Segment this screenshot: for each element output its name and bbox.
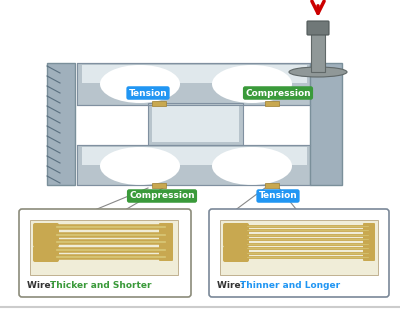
Bar — [310, 63, 342, 185]
Bar — [148, 103, 243, 145]
Bar — [82, 65, 307, 83]
Polygon shape — [77, 63, 310, 105]
Ellipse shape — [212, 65, 292, 103]
Bar — [30, 220, 178, 275]
FancyBboxPatch shape — [33, 223, 59, 247]
FancyBboxPatch shape — [223, 223, 249, 247]
Bar — [265, 183, 279, 188]
Bar — [47, 63, 75, 185]
Bar — [152, 101, 166, 106]
Bar — [82, 147, 307, 165]
Bar — [265, 101, 279, 106]
FancyBboxPatch shape — [223, 246, 249, 262]
Text: Tension: Tension — [129, 88, 167, 98]
Text: Wire:: Wire: — [217, 281, 247, 290]
Polygon shape — [77, 145, 310, 185]
Text: Wire:: Wire: — [27, 281, 57, 290]
Text: Compression: Compression — [245, 88, 311, 98]
Bar — [152, 106, 239, 142]
Ellipse shape — [212, 147, 292, 185]
FancyBboxPatch shape — [159, 223, 173, 261]
Ellipse shape — [289, 67, 347, 77]
FancyBboxPatch shape — [209, 209, 389, 297]
FancyBboxPatch shape — [19, 209, 191, 297]
Text: Thicker and Shorter: Thicker and Shorter — [50, 281, 152, 290]
Ellipse shape — [100, 147, 180, 185]
Bar — [152, 183, 166, 188]
FancyBboxPatch shape — [307, 21, 329, 35]
Text: Compression: Compression — [129, 192, 195, 201]
Bar — [311, 30, 325, 72]
FancyBboxPatch shape — [33, 246, 59, 262]
FancyBboxPatch shape — [363, 223, 375, 261]
Ellipse shape — [100, 65, 180, 103]
Text: Thinner and Longer: Thinner and Longer — [240, 281, 340, 290]
Text: Tension: Tension — [259, 192, 297, 201]
Bar — [220, 220, 378, 275]
